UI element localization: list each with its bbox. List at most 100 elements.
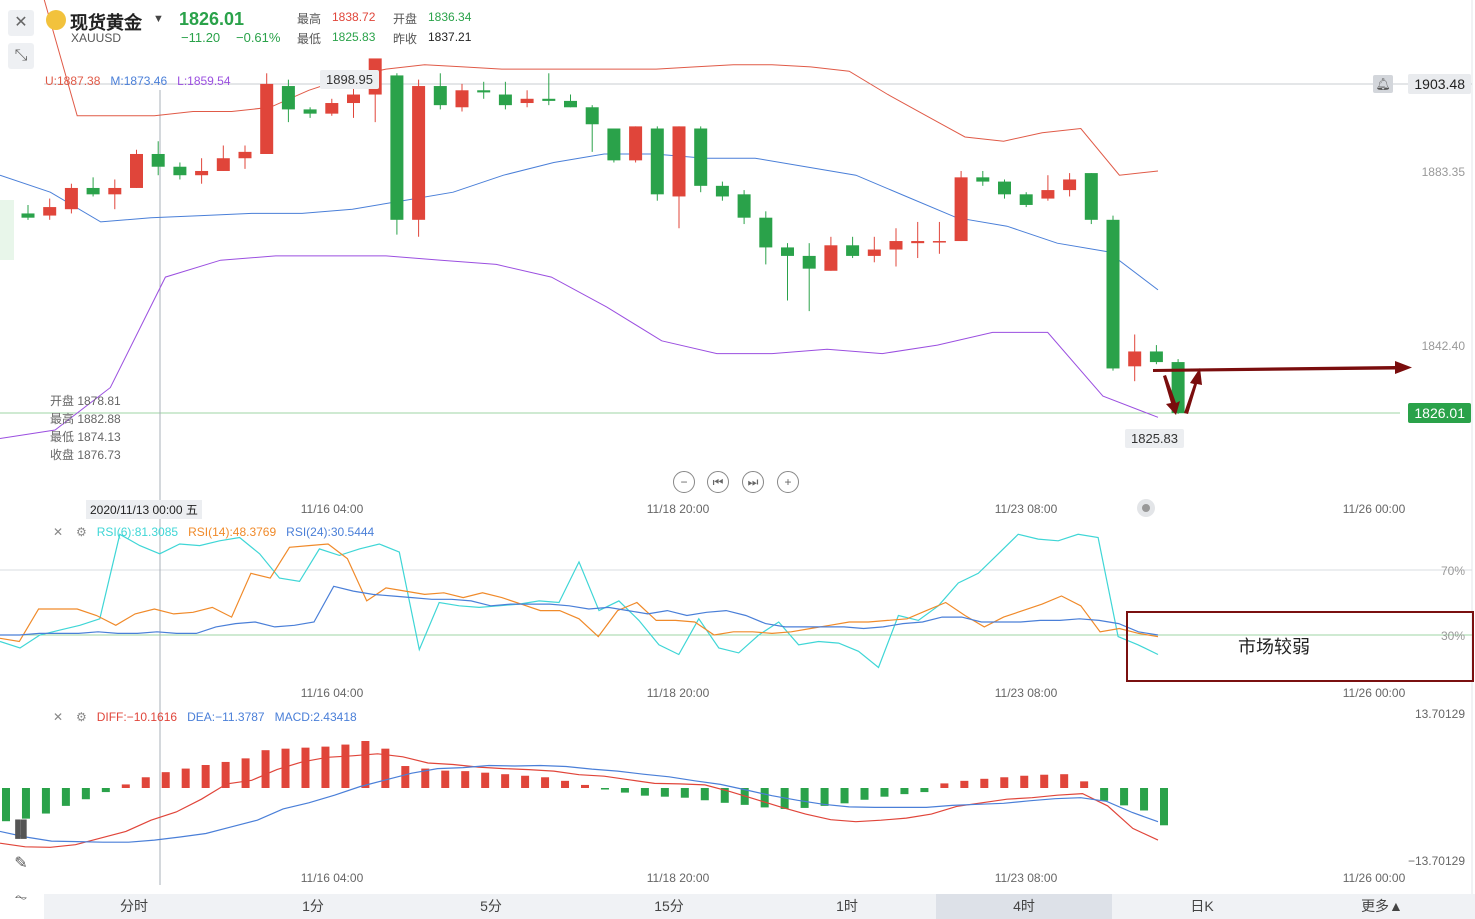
close-icon[interactable]: ✕ [8,10,34,36]
candle-body [64,187,78,210]
down-arrow [1163,375,1180,415]
candle-body [1128,351,1142,367]
macd-bar [261,750,270,788]
candle-body [672,126,686,197]
price-tick: 1883.35 [1422,165,1466,179]
macd-bar [181,768,190,788]
macd-bar [940,783,949,788]
candle-body [390,75,404,220]
prev-close-label: 昨收 [393,32,418,46]
diff-value: DIFF:−10.1616 [96,710,178,724]
macd-bar [1040,774,1049,788]
macd-value: MACD:2.43418 [274,710,357,724]
tab-timeframe[interactable]: 5分 [480,898,502,914]
high-label: 最高 [297,12,322,26]
tab-timeframe-active[interactable]: 4时 [936,894,1112,919]
close-icon[interactable]: ✕ [52,710,64,724]
candle-body [564,100,577,108]
chart-line-icon[interactable]: ⏦ [14,889,28,906]
candle-body [715,185,729,197]
candle-body [607,128,621,161]
high-value: 1838.72 [332,10,376,24]
boll-lines [0,0,1159,439]
tab-timeframe[interactable]: 1时 [836,898,858,914]
macd-bar [1080,781,1089,788]
boll-legend: U:1887.38 M:1873.46 L:1859.54 [45,74,231,88]
low-value: 1825.83 [332,30,376,44]
candle-body [303,109,317,114]
macd-bar [441,770,450,788]
rsi-tick: 30% [1441,629,1465,643]
macd-bar [61,788,70,806]
candle-body [21,213,35,218]
rsi-line-2 [0,585,1159,636]
tab-timeframe[interactable]: 15分 [654,898,684,914]
prev-close-value: 1837.21 [428,30,472,44]
instrument-title[interactable]: 现货黄金 [70,13,142,33]
macd-lines [0,753,1159,848]
macd-bar [2,788,10,822]
candle-body [455,90,469,108]
candle-body [130,153,143,188]
candle-body [802,255,816,269]
tab-timeframe[interactable]: 1分 [302,898,324,914]
tab-timeframe[interactable]: 日K [1190,898,1214,914]
candle-body [86,187,100,195]
macd-bar [541,777,550,788]
time-tick: 11/23 08:00 [995,686,1058,700]
candle-body [889,241,903,250]
candlesticks [21,58,1185,414]
close-icon[interactable]: ✕ [52,525,64,539]
skip-forward-icon[interactable]: ⏭ [742,471,764,493]
macd-bar [820,788,829,806]
annotation-box: 市场较弱 [1126,611,1474,682]
skip-back-icon[interactable]: ⏮ [707,471,729,493]
candle-body [694,128,708,186]
candle-body [932,241,946,243]
macd-tick: −13.70129 [1408,854,1465,868]
right-arrow [1153,361,1412,374]
candle-body [846,245,860,256]
candle-body [498,94,512,106]
rsi14-value: RSI(14):48.3769 [188,525,277,539]
open-value: 1836.34 [428,10,472,24]
macd-bar [341,744,350,788]
candle-body [998,181,1011,195]
zoom-out-icon[interactable]: − [673,471,695,493]
macd-bar [1140,788,1149,811]
indicator-icon[interactable]: ▐▌ [9,821,33,838]
macd-bar [161,772,170,788]
macd-bar [361,740,370,788]
candle-body [108,187,122,195]
macd-bar [481,772,490,788]
time-tick: 11/18 20:00 [647,686,710,700]
macd-bar [401,766,410,788]
macd-bar [880,788,889,797]
candle-body [477,90,491,93]
max-price-marker: 1898.95 [320,70,379,89]
macd-bar [41,788,50,814]
candle-body [281,86,295,110]
time-tick: 11/23 08:00 [995,502,1058,516]
gear-icon[interactable]: ⚙ [75,710,87,724]
chevron-down-icon[interactable]: ▼ [153,13,164,25]
time-tick: 11/18 20:00 [647,871,710,885]
settings-dot-icon[interactable] [1137,499,1155,517]
candle-body [1041,190,1055,199]
current-price: 1826.01 [179,9,245,29]
zoom-in-icon[interactable]: + [777,471,799,493]
candle-body [737,194,751,218]
macd-bar [221,761,230,788]
left-edge-shade [0,200,14,260]
bell-icon[interactable]: 🔔︎ [1373,75,1393,93]
macd-bar [960,780,969,788]
pencil-icon[interactable]: ✎ [14,855,28,872]
macd-tick: 13.70129 [1415,707,1465,721]
gear-icon[interactable]: ⚙ [75,525,87,539]
candle-body [824,245,838,271]
rsi-lines [0,533,1159,669]
tab-timeframe[interactable]: 分时 [120,898,148,914]
dea-value: DEA:−11.3787 [187,710,265,724]
collapse-icon[interactable]: ⤡ [8,43,34,69]
tab-more[interactable]: 更多▲ [1361,898,1403,914]
